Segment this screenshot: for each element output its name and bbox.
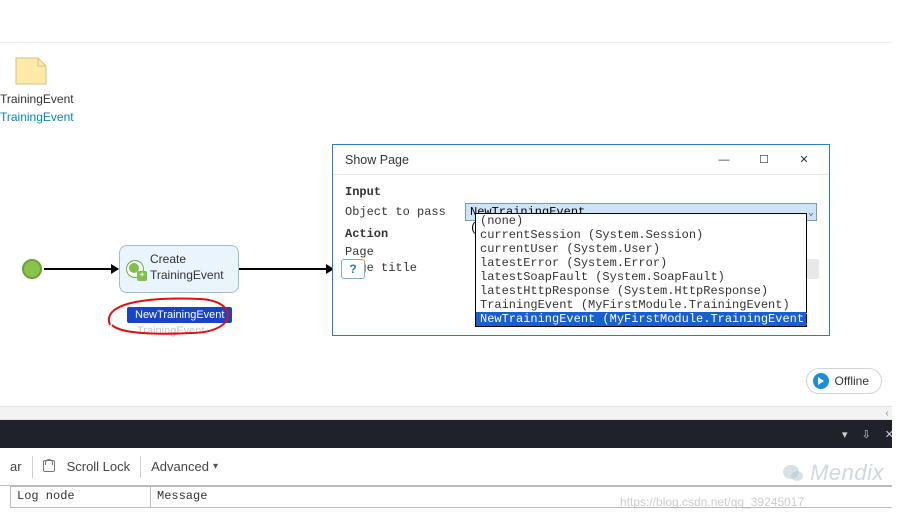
label-object-to-pass: Object to pass [345, 205, 465, 219]
watermark-mendix: Mendix [782, 460, 884, 486]
panel-header-dark: ▾ ⇩ ✕ [0, 420, 902, 448]
dropdown-option[interactable]: TrainingEvent (MyFirstModule.TrainingEve… [476, 298, 806, 312]
offline-label: Offline [835, 374, 869, 388]
object-to-pass-dropdown[interactable]: (none)currentSession (System.Session)cur… [475, 213, 807, 327]
create-object-activity[interactable]: Create TrainingEvent [119, 245, 239, 293]
maximize-button[interactable]: ☐ [747, 148, 781, 172]
label-page: Page [345, 245, 465, 259]
dropdown-option[interactable]: latestError (System.Error) [476, 256, 806, 270]
flow-arrow-2 [239, 268, 333, 270]
dialog-title: Show Page [345, 153, 409, 167]
entity-label-1: TrainingEvent [0, 92, 74, 106]
canvas-divider [0, 42, 902, 43]
flow-arrow-1 [44, 268, 118, 270]
dialog-body: Input Object to pass NewTrainingEvent (M… [333, 175, 829, 285]
minimize-button[interactable]: — [707, 148, 741, 172]
activity-line2: TrainingEvent [150, 268, 232, 284]
dropdown-option[interactable]: latestHttpResponse (System.HttpResponse) [476, 284, 806, 298]
close-button[interactable]: ✕ [787, 148, 821, 172]
scroll-left-icon[interactable]: ‹ [885, 408, 888, 419]
dropdown-option[interactable]: currentUser (System.User) [476, 242, 806, 256]
toolbar-item-advanced[interactable]: Advanced ▾ [141, 448, 228, 485]
annotation-circle-1 [100, 295, 240, 335]
entity-shape[interactable] [14, 56, 48, 86]
entity-label-2: TrainingEvent [0, 110, 74, 124]
watermark-url: https://blog.csdn.net/qq_39245017 [620, 495, 804, 509]
dropdown-option[interactable]: latestSoapFault (System.SoapFault) [476, 270, 806, 284]
dialog-titlebar[interactable]: Show Page — ☐ ✕ [333, 145, 829, 175]
chevron-down-icon: ⌄ [808, 206, 814, 222]
offline-badge[interactable]: Offline [806, 368, 882, 394]
dropdown-option[interactable]: NewTrainingEvent (MyFirstModule.Training… [476, 312, 806, 326]
microflow-canvas: TrainingEvent TrainingEvent Create Train… [0, 0, 902, 514]
chevron-down-icon: ▾ [213, 461, 218, 472]
horizontal-scrollbar[interactable]: ‹ › [0, 406, 902, 420]
toolbar-item-scroll-lock[interactable]: Scroll Lock [33, 448, 141, 485]
dropdown-option[interactable]: currentSession (System.Session) [476, 228, 806, 242]
help-button[interactable]: ? [341, 259, 365, 279]
right-gutter [892, 0, 902, 514]
console-toolbar: ar Scroll Lock Advanced ▾ [0, 448, 902, 486]
lock-icon [43, 459, 63, 474]
dropdown-option[interactable]: (none) [476, 214, 806, 228]
section-input: Input [345, 185, 817, 199]
show-page-dialog: Show Page — ☐ ✕ Input Object to pass New… [332, 144, 830, 336]
play-icon [813, 373, 829, 389]
start-event[interactable] [22, 259, 42, 279]
activity-line1: Create [150, 252, 232, 268]
create-object-icon [126, 260, 144, 278]
panel-collapse-icon[interactable]: ▾ [842, 428, 848, 441]
panel-pin-icon[interactable]: ⇩ [862, 428, 871, 441]
toolbar-item-ar[interactable]: ar [0, 448, 32, 485]
wechat-icon [782, 463, 804, 483]
col-log-node[interactable]: Log node [10, 486, 150, 508]
